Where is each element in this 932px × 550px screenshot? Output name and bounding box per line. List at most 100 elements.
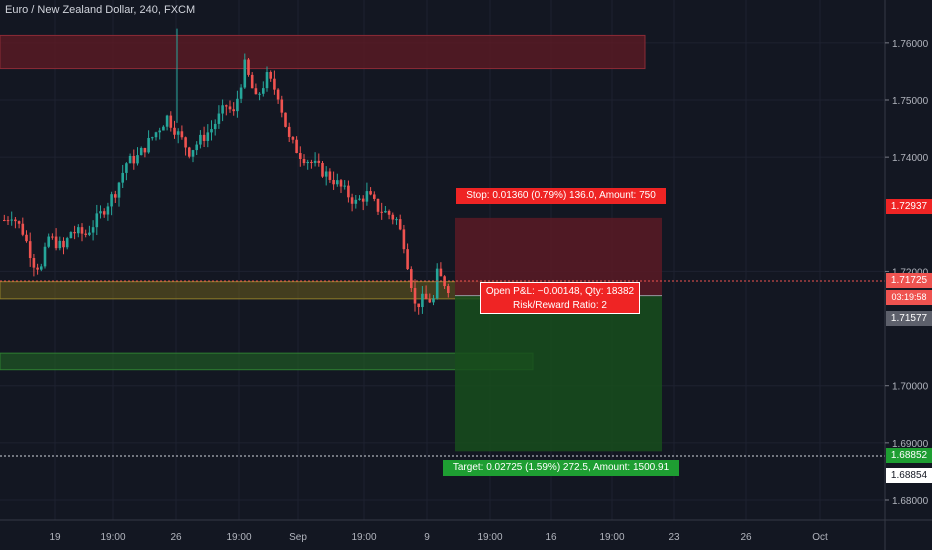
candle-body xyxy=(317,160,321,163)
candle-body xyxy=(424,293,428,300)
candle-body xyxy=(117,182,121,198)
candle-body xyxy=(324,171,328,177)
candle-body xyxy=(3,220,6,221)
candle-body xyxy=(295,139,298,154)
candle-body xyxy=(354,199,358,204)
candle-body xyxy=(184,137,187,148)
candle-body xyxy=(10,219,13,221)
candle-body xyxy=(206,132,210,141)
symbol-title: Euro / New Zealand Dollar, 240, FXCM xyxy=(5,4,196,16)
candle-body xyxy=(269,72,272,79)
candle-body xyxy=(162,126,165,131)
candle-body xyxy=(428,299,432,303)
candle-body xyxy=(247,59,250,75)
candle-body xyxy=(432,298,435,303)
candle-body xyxy=(95,213,99,228)
time-tick-label: 23 xyxy=(668,532,680,543)
pnl-box: Open P&L: −0.00148, Qty: 18382 Risk/Rewa… xyxy=(480,282,640,314)
candle-body xyxy=(417,303,420,308)
candle-body xyxy=(395,219,398,221)
candle-body xyxy=(232,109,235,112)
candle-body xyxy=(65,238,69,248)
target-price-tag: 1.68852 xyxy=(886,448,932,463)
time-tick-label: 26 xyxy=(740,532,752,543)
mid-zone xyxy=(0,281,534,300)
candle-body xyxy=(58,240,62,249)
candle-body xyxy=(188,147,191,157)
candle-body xyxy=(347,185,350,198)
candle-body xyxy=(125,163,128,173)
candle-body xyxy=(40,266,43,270)
time-tick-label: 19:00 xyxy=(226,532,251,543)
candle-body xyxy=(213,123,217,130)
candle-body xyxy=(284,112,287,127)
candle-body xyxy=(435,268,439,299)
candle-body xyxy=(28,241,32,259)
candle-body xyxy=(199,134,202,145)
candle-body xyxy=(262,88,265,94)
candle-body xyxy=(91,227,95,233)
risk-reward-label: Risk/Reward Ratio: 2 xyxy=(513,300,607,311)
candle-body xyxy=(106,206,110,215)
candle-body xyxy=(54,236,58,249)
candle-body xyxy=(176,131,180,135)
candle-body xyxy=(421,293,424,308)
candle-body xyxy=(80,227,84,234)
candle-body xyxy=(154,132,158,138)
candle-body xyxy=(321,162,324,177)
price-tick-label: 1.75000 xyxy=(892,96,929,107)
candle-body xyxy=(32,258,36,268)
candle-body xyxy=(410,269,413,289)
time-tick-label: 19:00 xyxy=(351,532,376,543)
candle-body xyxy=(165,115,169,127)
candle-body xyxy=(291,136,295,140)
candle-body xyxy=(369,191,372,195)
candle-body xyxy=(121,172,124,183)
candle-body xyxy=(343,185,346,187)
price-tick-label: 1.68000 xyxy=(892,496,929,507)
candle-body xyxy=(43,246,47,267)
candle-body xyxy=(310,161,313,163)
candle-body xyxy=(398,219,402,230)
candle-body xyxy=(299,153,302,159)
price-tick-label: 1.70000 xyxy=(892,382,929,393)
candle-body xyxy=(384,210,387,213)
candle-body xyxy=(17,221,21,224)
candle-body xyxy=(14,219,17,222)
time-tick-label: 9 xyxy=(424,532,430,543)
time-tick-label: 26 xyxy=(170,532,182,543)
candle-body xyxy=(387,210,391,215)
candle-body xyxy=(47,236,50,247)
candle-body xyxy=(210,129,213,133)
candle-body xyxy=(225,105,228,107)
target-label: Target: 0.02725 (1.59%) 272.5, Amount: 1… xyxy=(443,460,679,476)
candle-body xyxy=(195,144,198,151)
time-tick-label: 19:00 xyxy=(477,532,502,543)
target-zone xyxy=(455,295,662,452)
candle-body xyxy=(84,233,87,235)
candle-body xyxy=(361,198,365,202)
candle-body xyxy=(313,160,317,163)
price-tick-label: 1.76000 xyxy=(892,39,929,50)
candle-body xyxy=(62,240,65,248)
candle-body xyxy=(191,150,195,157)
candle-body xyxy=(217,113,221,124)
candle-body xyxy=(332,179,335,185)
candle-body xyxy=(110,194,113,207)
last-price-tag: 1.71725 xyxy=(886,273,932,288)
candle-body xyxy=(447,286,450,294)
candle-body xyxy=(380,211,383,213)
candle-body xyxy=(250,74,254,89)
candle-body xyxy=(258,93,261,95)
candle-body xyxy=(143,147,147,153)
candle-body xyxy=(99,211,102,214)
candle-body xyxy=(239,87,243,99)
candle-body xyxy=(350,197,354,204)
position-tool[interactable] xyxy=(455,217,662,452)
candle-body xyxy=(147,137,150,153)
candle-body xyxy=(265,72,269,89)
candle-body xyxy=(365,191,369,202)
